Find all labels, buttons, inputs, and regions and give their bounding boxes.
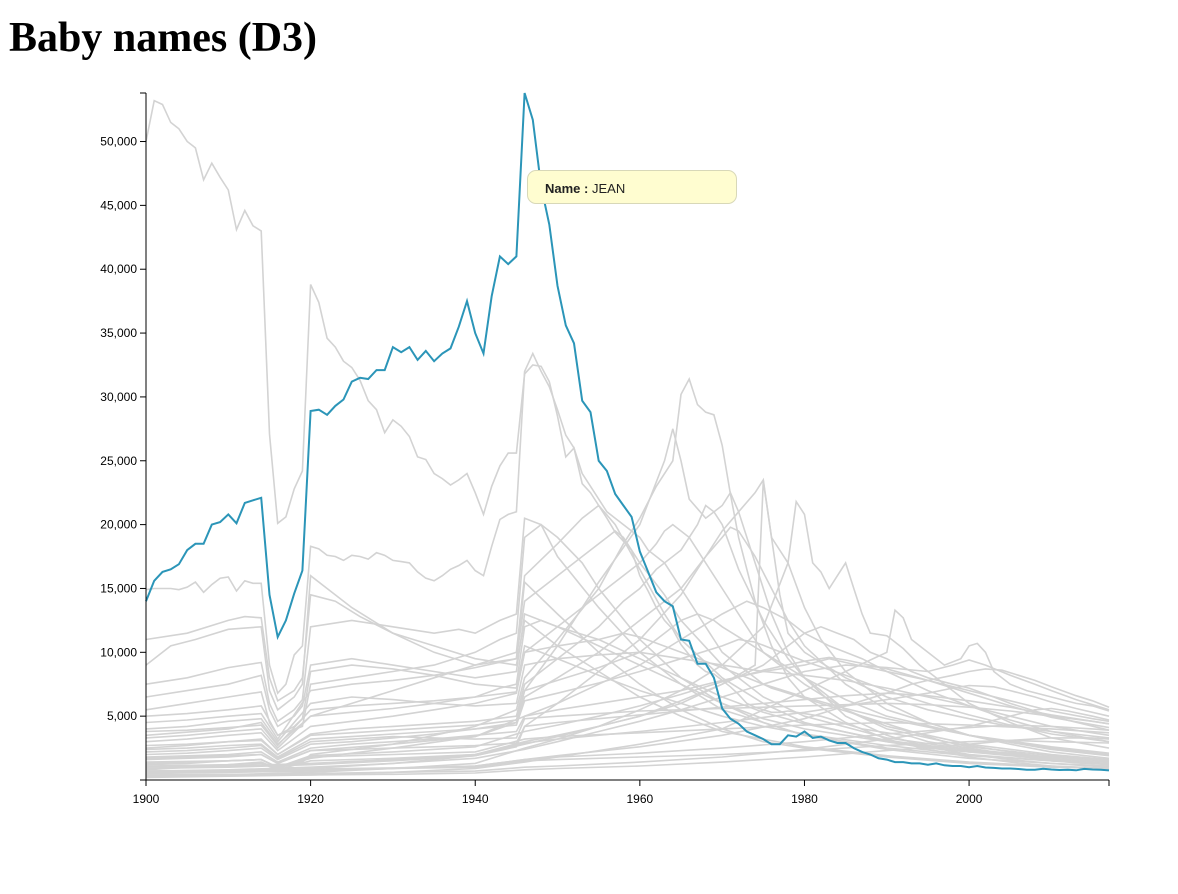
- x-axis: 1900 1920 1940 1960 1980 2000: [133, 779, 1110, 806]
- highlighted-series-group: [145, 92, 1110, 772]
- tooltip-key: Name :: [545, 181, 589, 196]
- series-line-7[interactable]: [145, 608, 1110, 779]
- series-line-33[interactable]: [145, 632, 1110, 754]
- series-line-17[interactable]: [145, 702, 1110, 760]
- series-line-34[interactable]: [145, 638, 1110, 758]
- series-line-21[interactable]: [145, 517, 1110, 767]
- y-tick-label: 5,000: [107, 709, 137, 723]
- x-tick-label: 2000: [956, 792, 983, 806]
- x-tick-label: 1940: [462, 792, 489, 806]
- y-tick-label: 50,000: [100, 135, 137, 149]
- y-tick-label: 45,000: [100, 198, 137, 212]
- series-line-23[interactable]: [145, 523, 1110, 761]
- series-line-36[interactable]: [145, 692, 1110, 765]
- series-line-22[interactable]: [145, 529, 1110, 762]
- background-series-group: [145, 99, 1110, 779]
- y-tick-label: 15,000: [100, 581, 137, 595]
- x-tick-label: 1920: [297, 792, 324, 806]
- x-tick-label: 1900: [133, 792, 160, 806]
- series-line-37[interactable]: [145, 724, 1110, 772]
- y-tick-label: 25,000: [100, 454, 137, 468]
- series-line-28[interactable]: [145, 619, 1110, 763]
- series-line-25[interactable]: [145, 600, 1110, 765]
- series-line-27[interactable]: [145, 644, 1110, 765]
- x-tick-label: 1980: [791, 792, 818, 806]
- x-tick-label: 1960: [626, 792, 653, 806]
- series-line-16[interactable]: [145, 659, 1110, 772]
- name-tooltip: Name : JEAN: [527, 170, 737, 204]
- series-line-2[interactable]: [145, 351, 1110, 765]
- series-line-32[interactable]: [145, 707, 1110, 776]
- series-line-35[interactable]: [145, 684, 1110, 771]
- series-line-20[interactable]: [145, 593, 1110, 770]
- y-tick-label: 20,000: [100, 518, 137, 532]
- y-axis: 5,000 10,000 15,000 20,000 25,000 30,000 35,00…: [100, 92, 147, 781]
- series-line-29[interactable]: [145, 613, 1110, 756]
- y-tick-label: 40,000: [100, 262, 137, 276]
- y-tick-label: 35,000: [100, 326, 137, 340]
- series-line-38[interactable]: [145, 737, 1110, 777]
- page-title: Baby names (D3): [9, 15, 318, 61]
- tooltip-value: JEAN: [591, 181, 626, 196]
- series-line-3[interactable]: [145, 376, 1110, 770]
- y-tick-label: 10,000: [100, 645, 137, 659]
- series-line-jean[interactable]: [145, 92, 1110, 772]
- series-line-5[interactable]: [145, 477, 1110, 775]
- series-line-6[interactable]: [145, 499, 1110, 777]
- y-tick-label: 30,000: [100, 390, 137, 404]
